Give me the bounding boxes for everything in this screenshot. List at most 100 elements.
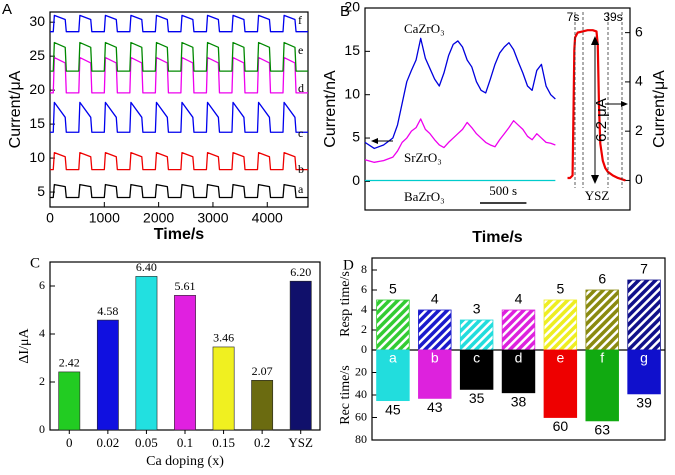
arrowhead xyxy=(371,138,378,144)
arrowhead xyxy=(591,36,599,45)
y-tick-label: 20 xyxy=(344,0,360,15)
series-line xyxy=(364,118,556,163)
category-label: d xyxy=(515,350,523,366)
y-tick-label: 40 xyxy=(355,387,367,401)
bar xyxy=(459,319,494,351)
y-tick-label: 10 xyxy=(344,85,360,101)
bar xyxy=(376,349,410,402)
y-axis-label: Current/μA xyxy=(7,70,24,148)
y-tick-label: 0 xyxy=(361,342,367,356)
value-label: 38 xyxy=(511,393,527,409)
y-axis-label: Resp time/s xyxy=(338,271,353,337)
series-line xyxy=(50,14,308,33)
value-label: 60 xyxy=(553,418,569,434)
category-label: b xyxy=(431,350,439,366)
y-tick-label: 30 xyxy=(29,13,45,29)
y-tick-label: 0 xyxy=(635,171,643,187)
y-tick-label: 10 xyxy=(29,149,45,165)
bar xyxy=(585,349,619,422)
bar xyxy=(627,349,661,395)
series-label: f xyxy=(298,13,302,27)
panel-label: B xyxy=(340,3,350,20)
bar xyxy=(174,295,196,431)
x-axis-label: Time/s xyxy=(472,229,523,246)
arrowhead xyxy=(591,175,599,184)
y-tick-label: 20 xyxy=(355,364,367,378)
value-label: 5 xyxy=(556,281,564,297)
y-tick-label: 0 xyxy=(39,422,45,436)
y-tick-label: 8 xyxy=(361,262,367,276)
value-label: 39 xyxy=(636,395,652,411)
plot-frame xyxy=(49,11,309,208)
value-label: 6 xyxy=(598,271,606,287)
value-label: 4 xyxy=(515,291,523,307)
y-axis-label: Current/nA xyxy=(322,70,339,148)
value-label: 43 xyxy=(427,399,443,415)
series-label: c xyxy=(298,126,303,140)
series-line xyxy=(50,56,308,94)
y-tick-label: 4 xyxy=(39,326,45,340)
y-tick-label: 60 xyxy=(355,409,367,423)
bar xyxy=(543,349,578,418)
category-label: f xyxy=(600,350,604,366)
value-label: 3 xyxy=(473,301,481,317)
annotation: 7s xyxy=(567,10,580,24)
y-axis-label: ΔI/μA xyxy=(17,328,32,364)
value-label: 6.20 xyxy=(290,265,311,279)
category-label: e xyxy=(556,350,564,366)
bar xyxy=(212,346,235,431)
scale-bar-label: 500 s xyxy=(489,183,517,198)
y-tick-label: 4 xyxy=(635,73,643,89)
bar xyxy=(627,279,661,351)
y-tick-label: 6 xyxy=(635,23,643,39)
category-label: g xyxy=(640,350,648,366)
value-label: 63 xyxy=(594,422,610,438)
x-tick-label: 0.15 xyxy=(212,435,235,450)
series-label: e xyxy=(298,43,303,57)
bar xyxy=(501,349,536,394)
value-label: 2.07 xyxy=(252,364,273,378)
x-tick-label: 1000 xyxy=(89,210,120,226)
value-label: 3.46 xyxy=(213,331,234,345)
series-label: CaZrO₃ xyxy=(404,21,445,36)
series-line xyxy=(50,183,308,199)
x-tick-label: YSZ xyxy=(288,435,313,450)
x-tick-label: 0.05 xyxy=(135,435,158,450)
bar xyxy=(418,309,452,351)
x-tick-label: 0.2 xyxy=(254,435,270,450)
x-axis-label: Time/s xyxy=(154,226,205,243)
y-tick-label: 15 xyxy=(344,42,360,58)
x-tick-label: 0 xyxy=(46,210,54,226)
x-tick-label: 4000 xyxy=(252,210,283,226)
series-line xyxy=(50,151,308,171)
category-label: c xyxy=(473,350,480,366)
series-line xyxy=(50,101,308,133)
panel-label: A xyxy=(2,1,12,18)
value-label: 35 xyxy=(469,390,485,406)
series-line xyxy=(50,41,308,72)
value-label: 5 xyxy=(389,281,397,297)
series-label: d xyxy=(298,81,304,95)
y-tick-label: 15 xyxy=(29,115,45,131)
value-label: 4.58 xyxy=(97,304,118,318)
x-tick-label: 0.1 xyxy=(177,435,193,450)
value-label: 7 xyxy=(640,261,648,277)
y-tick-label: 2 xyxy=(39,374,45,388)
y-tick-label: 4 xyxy=(361,302,367,316)
bar xyxy=(251,380,274,431)
bar xyxy=(376,299,410,351)
y-tick-label: 2 xyxy=(361,322,367,336)
bar xyxy=(418,349,452,399)
x-tick-label: 0.02 xyxy=(96,435,119,450)
bar xyxy=(135,276,158,431)
panel-label: D xyxy=(343,257,354,273)
y-tick-label: 20 xyxy=(29,81,45,97)
y-tick-label: 80 xyxy=(355,432,367,446)
y-tick-label: 0 xyxy=(352,172,360,188)
series-line xyxy=(364,37,556,150)
value-label: 5.61 xyxy=(175,279,196,293)
series-label: YSZ xyxy=(585,188,610,203)
y-tick-label: 5 xyxy=(37,183,45,199)
x-axis-label: Ca doping (x) xyxy=(146,454,224,469)
